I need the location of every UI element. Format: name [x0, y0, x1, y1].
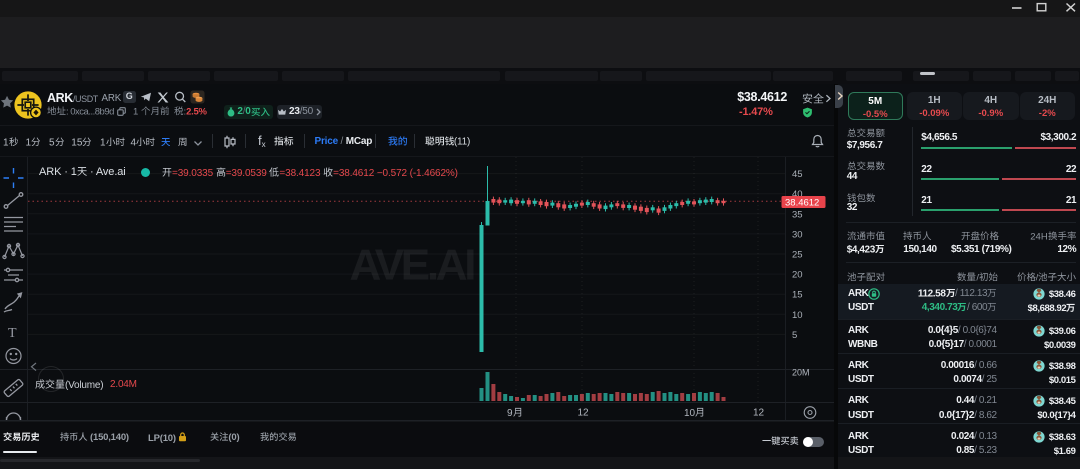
svg-text:12: 12	[578, 408, 590, 419]
svg-text:35: 35	[792, 209, 803, 220]
svg-text:20: 20	[792, 270, 803, 281]
svg-text:40: 40	[792, 189, 803, 200]
svg-text:20M: 20M	[792, 368, 810, 378]
svg-text:38.4612: 38.4612	[785, 198, 819, 209]
svg-text:12: 12	[753, 408, 765, 419]
svg-text:15: 15	[792, 290, 803, 301]
svg-text:45: 45	[792, 169, 803, 180]
svg-text:5: 5	[792, 330, 797, 341]
svg-text:AVE.AI: AVE.AI	[350, 241, 477, 290]
svg-text:10: 10	[792, 310, 803, 321]
svg-text:30: 30	[792, 229, 803, 240]
svg-text:25: 25	[792, 250, 803, 261]
svg-text:T: T	[8, 326, 17, 341]
